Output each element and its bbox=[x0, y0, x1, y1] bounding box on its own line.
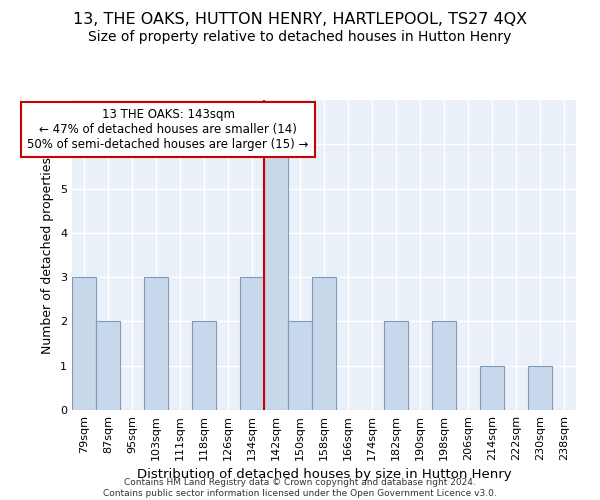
Bar bbox=[240, 277, 264, 410]
Bar bbox=[480, 366, 504, 410]
Bar bbox=[144, 277, 168, 410]
Y-axis label: Number of detached properties: Number of detached properties bbox=[41, 156, 55, 354]
Bar bbox=[264, 144, 288, 410]
Text: Size of property relative to detached houses in Hutton Henry: Size of property relative to detached ho… bbox=[88, 30, 512, 44]
X-axis label: Distribution of detached houses by size in Hutton Henry: Distribution of detached houses by size … bbox=[137, 468, 511, 481]
Bar bbox=[312, 277, 336, 410]
Bar bbox=[432, 322, 456, 410]
Bar bbox=[192, 322, 216, 410]
Bar bbox=[528, 366, 552, 410]
Bar bbox=[288, 322, 312, 410]
Bar bbox=[72, 277, 96, 410]
Bar bbox=[384, 322, 408, 410]
Bar bbox=[96, 322, 120, 410]
Text: 13 THE OAKS: 143sqm
← 47% of detached houses are smaller (14)
50% of semi-detach: 13 THE OAKS: 143sqm ← 47% of detached ho… bbox=[28, 108, 308, 151]
Text: Contains HM Land Registry data © Crown copyright and database right 2024.
Contai: Contains HM Land Registry data © Crown c… bbox=[103, 478, 497, 498]
Text: 13, THE OAKS, HUTTON HENRY, HARTLEPOOL, TS27 4QX: 13, THE OAKS, HUTTON HENRY, HARTLEPOOL, … bbox=[73, 12, 527, 28]
